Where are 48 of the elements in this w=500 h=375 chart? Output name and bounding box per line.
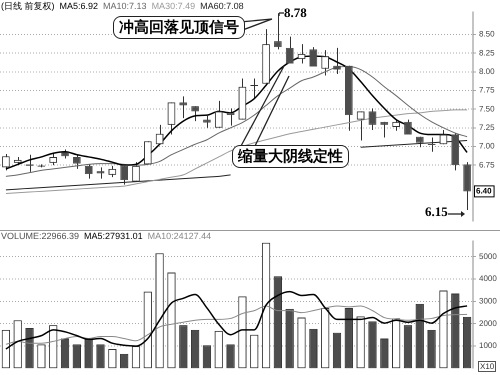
y-tick-label: 8.25 <box>479 48 496 58</box>
y-tick-label: 7.50 <box>479 104 496 114</box>
candlestick <box>84 164 93 180</box>
y-tick-label: 7.75 <box>479 86 496 95</box>
line-series <box>5 290 468 350</box>
candlestick <box>310 46 318 68</box>
candlestick <box>168 102 176 136</box>
line-series <box>5 109 468 194</box>
annotation: 8.78 <box>284 5 307 21</box>
y-tick-label: 3000 <box>479 296 498 306</box>
candlestick <box>191 106 199 122</box>
text: MA5:6.92 <box>60 1 98 11</box>
y-tick-label: 8.50 <box>479 30 496 39</box>
line-series <box>5 305 468 345</box>
text: MA10:7.13 <box>103 1 147 11</box>
y-tick-label: 4000 <box>479 274 498 284</box>
candlestick <box>368 108 376 131</box>
y-tick-label: 7.25 <box>479 123 496 132</box>
candlestick <box>298 44 306 64</box>
candlestick <box>214 100 223 128</box>
y-tick-label: 5000 <box>479 252 498 261</box>
candlestick <box>203 115 211 128</box>
annotation: 6.40 <box>476 186 492 196</box>
candlestick <box>73 154 81 170</box>
y-tick-label: 6.75 <box>479 160 496 170</box>
candlestick <box>120 164 128 186</box>
annotation: 缩量大阴线定性 <box>232 145 349 168</box>
candlestick <box>132 162 140 182</box>
y-tick-label: 2000 <box>479 318 498 328</box>
y-tick-label: 7.00 <box>479 142 496 151</box>
text: MA60:7.08 <box>200 1 244 11</box>
text: X10 <box>478 361 496 372</box>
candlestick <box>250 78 258 100</box>
candlestick <box>380 121 388 138</box>
text: VOLUME:22966.39 <box>1 231 80 241</box>
candlestick <box>179 96 188 119</box>
text: MA10:24127.44 <box>148 231 212 241</box>
candlestick <box>428 137 436 152</box>
candlestick <box>286 36 294 64</box>
text: MA5:27931.01 <box>84 231 143 241</box>
y-tick-label: 8.00 <box>479 66 496 76</box>
candlestick <box>96 166 104 180</box>
annotation: 冲高回落见顶信号 <box>113 16 245 39</box>
text: MA30:7.49 <box>152 1 196 11</box>
candlestick <box>333 47 341 75</box>
y-tick-label: 1000 <box>479 341 498 350</box>
chart-title: (日线 前复权) <box>1 1 54 11</box>
annotation: 6.15 <box>425 204 448 220</box>
